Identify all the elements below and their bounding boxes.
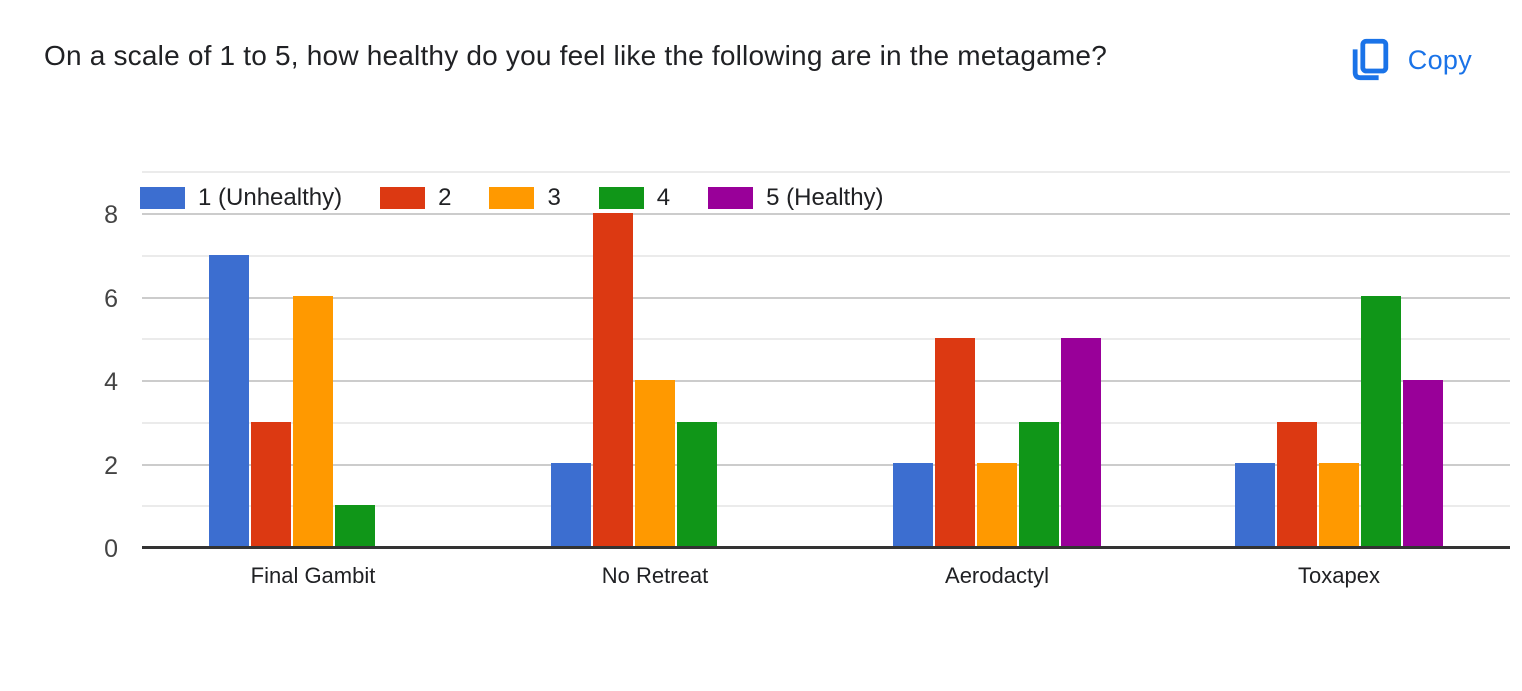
- x-tick-label-aerodactyl: Aerodactyl: [945, 563, 1049, 588]
- x-tick-label-no-retreat: No Retreat: [601, 563, 709, 588]
- x-tick-label-final-gambit: Final Gambit: [250, 563, 376, 588]
- gridline-2: [142, 463, 1510, 466]
- legend-swatch-icon: [489, 187, 535, 209]
- legend-label: 2: [438, 184, 452, 211]
- gridline-1: [142, 505, 1510, 508]
- bar-toxapex-rating-5: [1403, 380, 1443, 547]
- legend-label: 1 (Unhealthy): [198, 184, 343, 211]
- y-tick-label-2: 2: [104, 451, 118, 480]
- x-axis-line: [142, 546, 1510, 549]
- y-tick-label-4: 4: [104, 368, 118, 396]
- gridline-4: [142, 380, 1510, 382]
- gridline-6: [142, 296, 1510, 299]
- gridline-3: [142, 421, 1510, 424]
- legend-label: 5 (Healthy): [766, 184, 884, 211]
- legend-item-1: 1 (Unhealthy): [140, 184, 342, 212]
- bar-aerodactyl-rating-2: [935, 338, 975, 547]
- y-tick-label-6: 6: [104, 284, 118, 313]
- legend-swatch-icon: [140, 187, 185, 209]
- legend-swatch-icon: [598, 187, 644, 209]
- y-tick-label-8: 8: [104, 201, 118, 229]
- copy-button[interactable]: Copy: [1343, 32, 1476, 89]
- legend-label: 3: [547, 184, 561, 211]
- bar-no-retreat-rating-3: [635, 380, 675, 547]
- plot-area: [142, 128, 1510, 549]
- bar-toxapex-rating-3: [1319, 463, 1359, 547]
- bar-toxapex-rating-1: [1235, 463, 1275, 547]
- page-title: On a scale of 1 to 5, how healthy do you…: [44, 40, 1107, 71]
- bar-aerodactyl-rating-4: [1019, 422, 1059, 547]
- copy-button-label: Copy: [1407, 45, 1472, 75]
- bar-no-retreat-rating-1: [551, 463, 591, 547]
- legend-item-5: 5 (Healthy): [708, 184, 884, 212]
- bar-toxapex-rating-4: [1361, 296, 1401, 547]
- bar-aerodactyl-rating-5: [1061, 338, 1101, 547]
- bar-toxapex-rating-2: [1277, 422, 1317, 547]
- bar-final-gambit-rating-4: [335, 505, 375, 547]
- bar-final-gambit-rating-2: [251, 422, 291, 547]
- bar-aerodactyl-rating-3: [977, 463, 1017, 547]
- gridline-8: [142, 213, 1510, 215]
- legend-item-2: 2: [380, 184, 451, 212]
- copy-icon: [1347, 36, 1393, 85]
- x-tick-label-toxapex: Toxapex: [1298, 563, 1380, 588]
- bar-no-retreat-rating-4: [677, 422, 717, 547]
- legend-item-3: 3: [489, 184, 561, 212]
- bar-no-retreat-rating-2: [593, 213, 633, 547]
- gridline-9: [142, 171, 1510, 174]
- gridline-5: [142, 338, 1510, 341]
- legend-swatch-icon: [708, 187, 754, 209]
- y-tick-label-0: 0: [104, 535, 118, 563]
- bar-aerodactyl-rating-1: [893, 463, 933, 547]
- chart-legend: 1 (Unhealthy) 2 3 4 5 (Healthy): [140, 184, 922, 212]
- legend-label: 4: [656, 184, 671, 211]
- bar-final-gambit-rating-3: [293, 296, 333, 547]
- legend-swatch-icon: [380, 187, 426, 209]
- bar-final-gambit-rating-1: [209, 255, 249, 547]
- legend-item-4: 4: [598, 184, 671, 212]
- gridline-7: [142, 254, 1510, 257]
